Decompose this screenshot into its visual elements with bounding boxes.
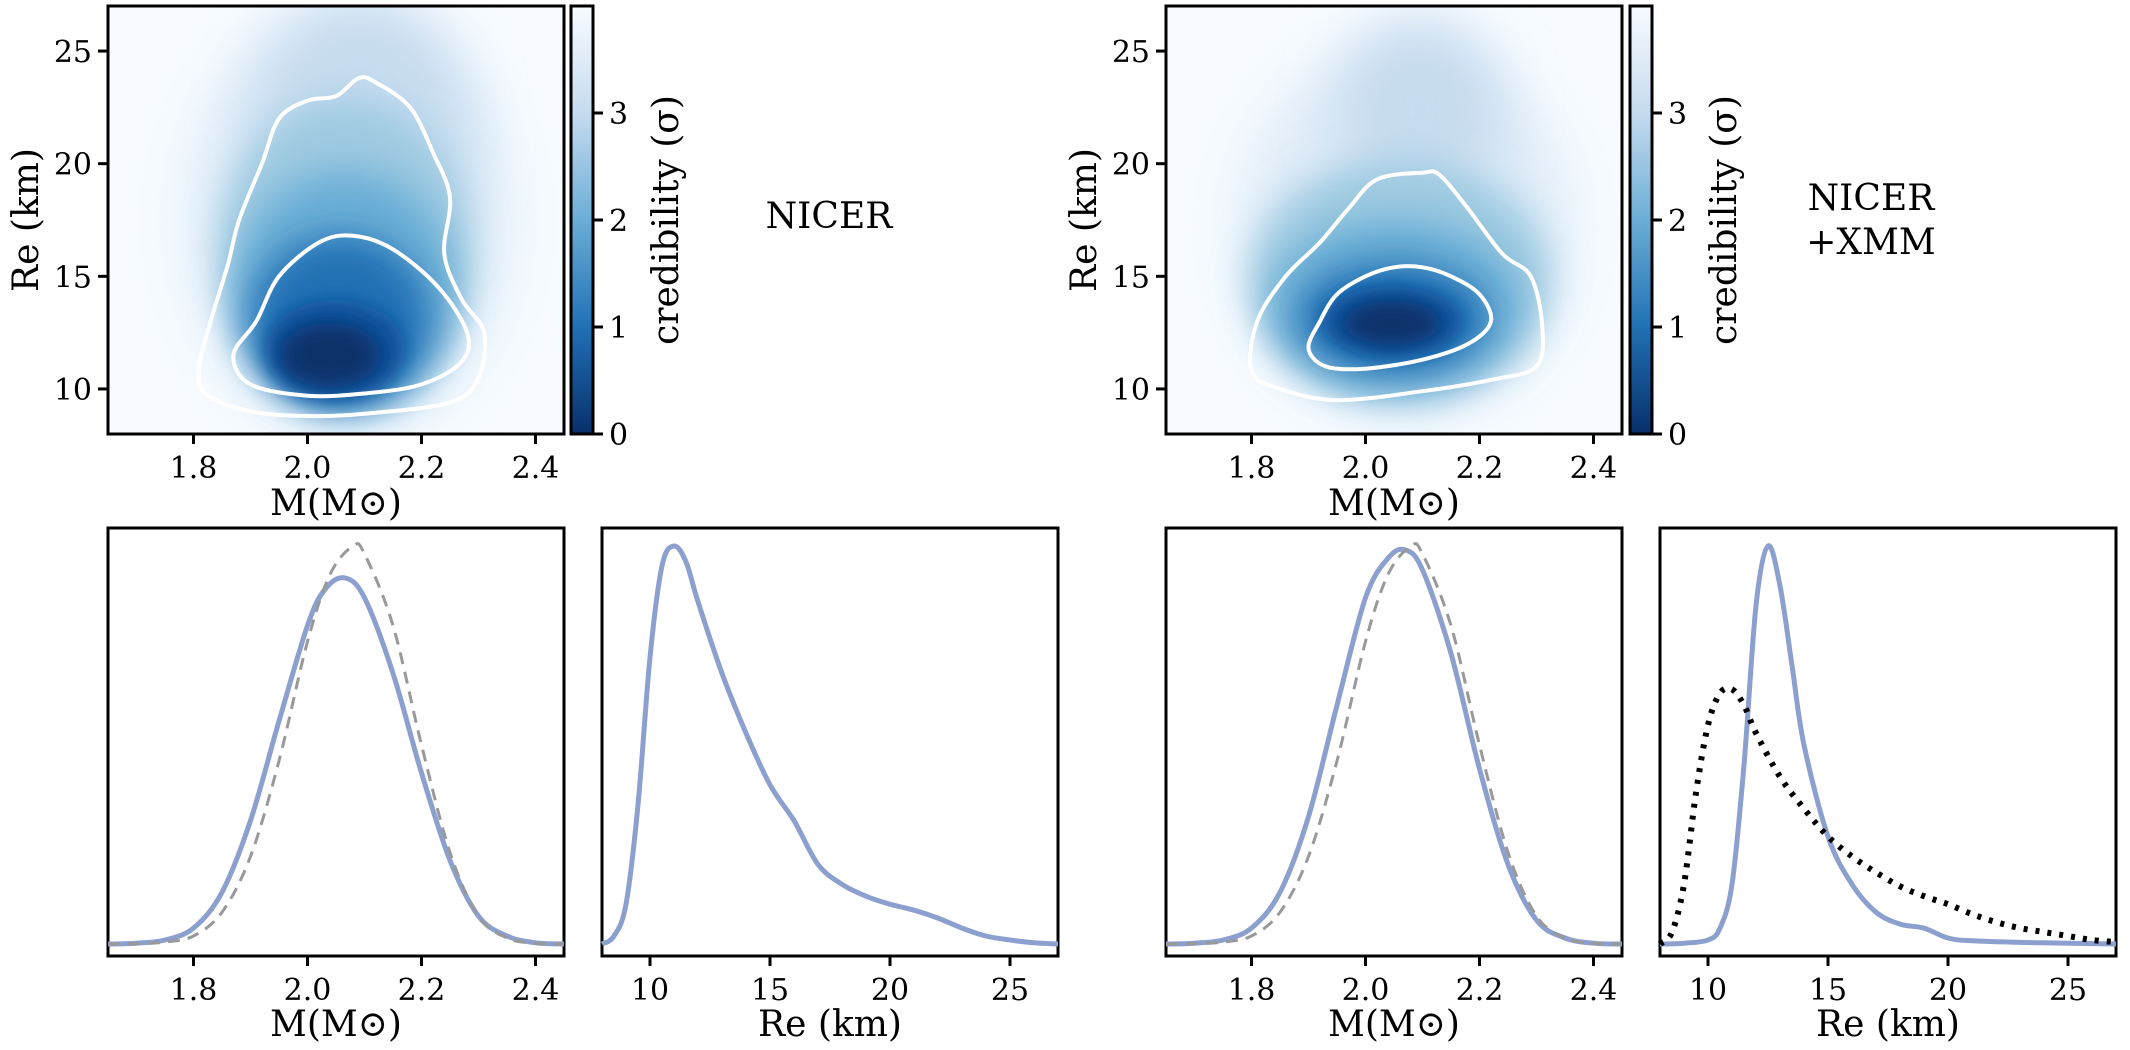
y-axis-label: Re (km) <box>6 148 47 292</box>
x-ticks: 10 15 20 25 <box>1689 956 2087 1008</box>
colorbar-tick-label: 0 <box>1668 418 1687 453</box>
axes-frame <box>1658 526 2118 958</box>
x-ticks: 10 15 20 25 <box>631 956 1029 1008</box>
series-lines <box>600 543 1059 947</box>
panel-bottom-1: 1.8 2.0 2.2 2.4 M(M⊙) <box>106 526 566 1045</box>
panel-top-left: 1.8 2.0 2.2 2.4 10 15 20 25 M(M⊙) Re (km) 0 1 2 3… <box>6 4 894 524</box>
series-posterior-line <box>600 543 1059 947</box>
contour-1sigma <box>1306 264 1494 372</box>
colorbar-top-left: 0 1 2 3 credibility (σ) <box>569 4 687 453</box>
dataset-label-line: +XMM <box>1806 222 1936 263</box>
x-axis-label: M(M⊙) <box>1328 1004 1460 1045</box>
x-tick-label: 15 <box>1809 973 1847 1008</box>
x-ticks: 1.8 2.0 2.2 2.4 <box>170 956 560 1008</box>
panel-bottom-4: 10 15 20 25 Re (km) <box>1657 526 2118 1045</box>
series-lines <box>107 542 565 947</box>
x-ticks: 1.8 2.0 2.2 2.4 <box>170 434 560 486</box>
panel-bottom-2: 10 15 20 25 Re (km) <box>600 526 1060 1045</box>
heatmap-top-right <box>1166 6 1622 434</box>
x-ticks: 1.8 2.0 2.2 2.4 <box>1228 956 1618 1008</box>
y-tick-label: 15 <box>1112 260 1150 295</box>
x-tick-label: 2.2 <box>1456 973 1504 1008</box>
colorbar-label: credibility (σ) <box>1704 95 1745 345</box>
colorbar-label: credibility (σ) <box>646 95 687 345</box>
contour-1sigma <box>231 233 471 399</box>
x-tick-label: 1.8 <box>170 451 218 486</box>
axes-frame <box>1164 526 1624 958</box>
y-tick-label: 10 <box>1112 373 1150 408</box>
x-tick-label: 15 <box>751 973 789 1008</box>
dataset-label-nicer: NICER <box>766 196 894 237</box>
x-tick-label: 2.0 <box>1342 973 1390 1008</box>
x-axis-label: M(M⊙) <box>270 483 402 524</box>
colorbar-tick-label: 2 <box>1668 204 1687 239</box>
x-tick-label: 2.2 <box>398 973 446 1008</box>
heatmap-top-left <box>108 6 564 434</box>
colorbar-gradient <box>571 6 593 434</box>
y-ticks: 10 15 20 25 <box>1112 35 1166 408</box>
x-ticks: 1.8 2.0 2.2 2.4 <box>1228 434 1618 486</box>
colorbar-gradient <box>1630 6 1652 434</box>
x-tick-label: 10 <box>631 973 669 1008</box>
y-tick-label: 10 <box>54 373 92 408</box>
x-tick-label: 2.4 <box>1570 973 1618 1008</box>
colorbar-top-right: 0 1 2 3 credibility (σ) <box>1628 4 1745 453</box>
panel-top-right: 1.8 2.0 2.2 2.4 10 15 20 25 M(M⊙) Re (km) 0 1 2 3… <box>1064 4 1936 524</box>
x-axis-label: Re (km) <box>1816 1004 1960 1045</box>
axes-frame <box>1164 4 1624 436</box>
series-lines <box>1165 542 1623 947</box>
x-tick-label: 2.4 <box>512 973 560 1008</box>
y-tick-label: 20 <box>1112 148 1150 183</box>
colorbar-tick-label: 1 <box>609 311 628 346</box>
colorbar-ticks: 0 1 2 3 <box>1652 97 1687 453</box>
x-tick-label: 1.8 <box>1228 451 1276 486</box>
y-tick-label: 25 <box>54 35 92 70</box>
colorbar-tick-label: 0 <box>609 418 628 453</box>
series-posterior-line <box>1165 546 1623 947</box>
colorbar-tick-label: 2 <box>609 204 628 239</box>
x-tick-label: 1.8 <box>170 973 218 1008</box>
contour-2sigma <box>196 75 488 419</box>
colorbar-ticks: 0 1 2 3 <box>593 97 628 453</box>
x-tick-label: 20 <box>871 973 909 1008</box>
y-tick-label: 25 <box>1112 35 1150 70</box>
colorbar-tick-label: 3 <box>609 97 628 132</box>
series-lines <box>1657 543 2117 947</box>
panel-bottom-3: 1.8 2.0 2.2 2.4 M(M⊙) <box>1164 526 1624 1045</box>
colorbar-tick-label: 1 <box>1668 311 1687 346</box>
x-tick-label: 1.8 <box>1228 973 1276 1008</box>
series-posterior-line <box>107 575 565 947</box>
y-tick-label: 20 <box>54 148 92 183</box>
axes-frame <box>106 526 566 958</box>
x-tick-label: 2.0 <box>1342 451 1390 486</box>
x-tick-label: 25 <box>991 973 1029 1008</box>
x-tick-label: 2.4 <box>512 451 560 486</box>
x-tick-label: 10 <box>1689 973 1727 1008</box>
axes-frame <box>106 4 566 436</box>
colorbar-tick-label: 3 <box>1668 97 1687 132</box>
series-prior-line <box>107 542 565 946</box>
x-axis-label: M(M⊙) <box>1328 483 1460 524</box>
dataset-label-nicer-xmm: NICER +XMM <box>1806 178 1936 263</box>
y-ticks: 10 15 20 25 <box>54 35 108 408</box>
contour-2sigma <box>1247 169 1546 403</box>
x-axis-label: M(M⊙) <box>270 1004 402 1045</box>
series-prior-line <box>1165 542 1623 946</box>
x-tick-label: 2.0 <box>284 451 332 486</box>
dataset-label-line: NICER <box>1808 178 1936 219</box>
x-tick-label: 2.0 <box>284 973 332 1008</box>
x-tick-label: 2.2 <box>398 451 446 486</box>
x-tick-label: 2.2 <box>1456 451 1504 486</box>
y-tick-label: 15 <box>54 260 92 295</box>
series-posterior-line <box>1659 543 2117 947</box>
x-axis-label: Re (km) <box>758 1004 902 1045</box>
axes-frame <box>600 526 1060 958</box>
x-tick-label: 25 <box>2049 973 2087 1008</box>
series-comparison-line <box>1657 685 2117 947</box>
x-tick-label: 2.4 <box>1570 451 1618 486</box>
x-tick-label: 20 <box>1929 973 1967 1008</box>
y-axis-label: Re (km) <box>1064 148 1105 292</box>
